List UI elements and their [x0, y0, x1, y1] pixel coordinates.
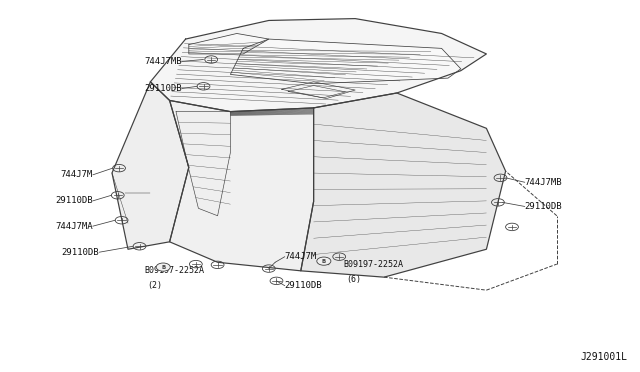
Text: 744J7MB: 744J7MB	[145, 57, 182, 66]
Text: 744J7MB: 744J7MB	[525, 178, 563, 187]
Polygon shape	[112, 82, 189, 249]
Polygon shape	[230, 39, 461, 84]
Polygon shape	[301, 93, 506, 277]
Circle shape	[317, 257, 331, 265]
Polygon shape	[176, 112, 230, 216]
Text: 744J7M: 744J7M	[61, 170, 93, 179]
Text: 744J7MA: 744J7MA	[55, 222, 93, 231]
Text: B09197-2252A: B09197-2252A	[343, 260, 403, 269]
Text: B: B	[322, 259, 326, 264]
Text: B: B	[161, 264, 165, 270]
Text: (6): (6)	[346, 275, 361, 284]
Text: 29110DB: 29110DB	[61, 248, 99, 257]
Circle shape	[156, 263, 170, 271]
Polygon shape	[150, 19, 486, 112]
Text: 29110DB: 29110DB	[285, 281, 323, 290]
Text: 744J7M: 744J7M	[285, 252, 317, 261]
Polygon shape	[189, 33, 269, 54]
Text: 29110DB: 29110DB	[145, 84, 182, 93]
Text: 29110DB: 29110DB	[55, 196, 93, 205]
Text: 29110DB: 29110DB	[525, 202, 563, 211]
Text: B09197-2252A: B09197-2252A	[144, 266, 204, 275]
Polygon shape	[170, 100, 314, 271]
Text: J291001L: J291001L	[580, 352, 627, 362]
Text: (2): (2)	[147, 281, 162, 290]
